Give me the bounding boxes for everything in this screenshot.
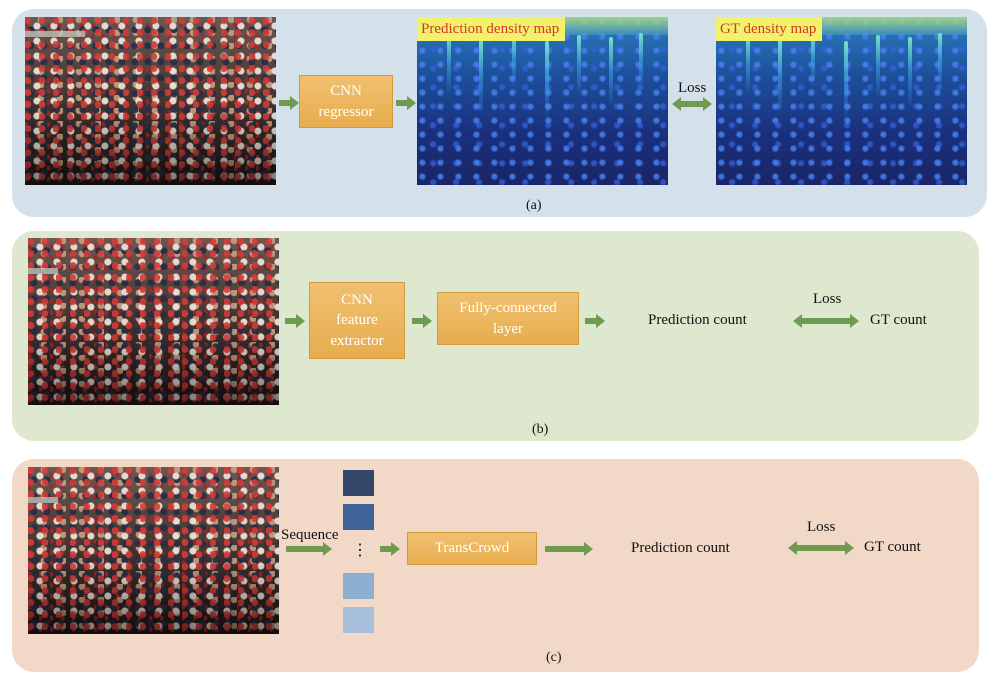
transcrowd-box: TransCrowd [407, 532, 537, 565]
caption-c: (c) [546, 650, 562, 665]
prediction-map-label: Prediction density map [417, 17, 566, 41]
token-block [343, 573, 374, 599]
gt-count-label-c: GT count [864, 539, 921, 555]
caption-b: (b) [532, 422, 549, 437]
sequence-label: Sequence [281, 527, 339, 543]
ellipsis-label: ⋮ [352, 542, 368, 559]
prediction-count-label-b: Prediction count [648, 312, 747, 328]
token-block [343, 504, 374, 530]
double-arrow-icon [672, 97, 712, 111]
gt-map-label: GT density map [716, 17, 823, 41]
arrow-right-icon [412, 314, 432, 328]
arrow-right-icon [545, 542, 593, 556]
prediction-count-label-c: Prediction count [631, 540, 730, 556]
token-block [343, 607, 374, 633]
prediction-density-map: Prediction density map [417, 17, 668, 185]
loss-label-c: Loss [807, 519, 836, 535]
arrow-right-icon [286, 542, 332, 556]
cnn-regressor-box: CNN regressor [299, 75, 393, 128]
cnn-feature-extractor-box: CNN feature extractor [309, 282, 405, 359]
double-arrow-icon [788, 541, 854, 555]
gt-count-label-b: GT count [870, 312, 927, 328]
token-block [343, 470, 374, 496]
crowd-image-c [28, 467, 279, 634]
crowd-image-b [28, 238, 279, 405]
arrow-right-icon [585, 314, 605, 328]
arrow-right-icon [279, 96, 299, 110]
arrow-right-icon [380, 542, 400, 556]
crowd-image-a [25, 17, 276, 185]
arrow-right-icon [396, 96, 416, 110]
loss-label-a: Loss [678, 80, 707, 96]
arrow-right-icon [285, 314, 305, 328]
gt-density-map: GT density map [716, 17, 967, 185]
loss-label-b: Loss [813, 291, 842, 307]
fully-connected-layer-box: Fully-connected layer [437, 292, 579, 345]
caption-a: (a) [526, 198, 542, 213]
double-arrow-icon [793, 314, 859, 328]
